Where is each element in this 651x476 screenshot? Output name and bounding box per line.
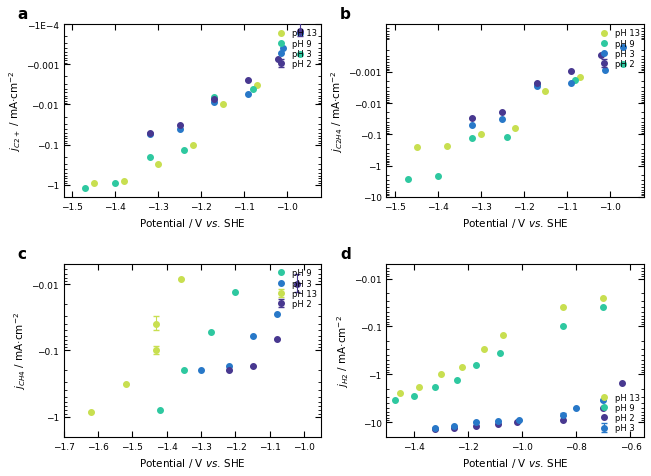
pH 13 bbox=[396, 391, 404, 397]
pH 13 bbox=[480, 347, 488, 352]
Legend: pH 13, pH 9, pH 3, pH 2: pH 13, pH 9, pH 3, pH 2 bbox=[594, 28, 641, 71]
Legend: pH 13, pH 9, pH 2, pH 3: pH 13, pH 9, pH 2, pH 3 bbox=[594, 391, 641, 434]
X-axis label: Potential / V $\it{vs}$. SHE: Potential / V $\it{vs}$. SHE bbox=[139, 217, 246, 230]
pH 9 bbox=[249, 87, 256, 92]
pH 2 bbox=[450, 425, 458, 431]
pH 13 bbox=[253, 83, 261, 89]
Legend: pH 13, pH 9, pH 3, pH 2: pH 13, pH 9, pH 3, pH 2 bbox=[271, 28, 319, 71]
pH 9 bbox=[208, 329, 215, 335]
pH 2 bbox=[493, 421, 501, 427]
pH 13 bbox=[575, 75, 583, 81]
pH 13 bbox=[458, 364, 466, 370]
pH 3 bbox=[146, 132, 154, 138]
Text: d: d bbox=[340, 246, 351, 261]
Y-axis label: $j_{C2H4}$ / mA·cm$^{-2}$: $j_{C2H4}$ / mA·cm$^{-2}$ bbox=[329, 70, 346, 152]
pH 9 bbox=[296, 52, 304, 58]
pH 9 bbox=[618, 62, 626, 68]
pH 13 bbox=[437, 372, 445, 377]
pH 2 bbox=[559, 417, 566, 423]
pH 2 bbox=[472, 423, 480, 429]
pH 3 bbox=[469, 123, 477, 129]
pH 9 bbox=[232, 289, 240, 295]
pH 9 bbox=[434, 174, 442, 180]
pH 3 bbox=[499, 117, 506, 123]
pH 9 bbox=[180, 368, 188, 374]
pH 9 bbox=[472, 363, 480, 368]
Legend: pH 9, pH 3, pH 13, pH 2: pH 9, pH 3, pH 13, pH 2 bbox=[271, 267, 319, 310]
X-axis label: Potential / V $\it{vs}$. SHE: Potential / V $\it{vs}$. SHE bbox=[462, 456, 568, 469]
pH 13 bbox=[600, 295, 607, 301]
pH 2 bbox=[432, 426, 439, 432]
Text: a: a bbox=[18, 7, 28, 22]
Line: pH 9: pH 9 bbox=[157, 289, 238, 412]
pH 9 bbox=[404, 177, 412, 183]
pH 9 bbox=[156, 407, 164, 413]
pH 13 bbox=[499, 332, 507, 338]
pH 3 bbox=[273, 311, 281, 317]
pH 13 bbox=[477, 132, 485, 138]
Line: pH 13: pH 13 bbox=[91, 83, 260, 186]
pH 3 bbox=[279, 46, 286, 51]
X-axis label: Potential / V $\it{vs}$. SHE: Potential / V $\it{vs}$. SHE bbox=[462, 217, 568, 230]
Line: pH 13: pH 13 bbox=[397, 295, 606, 397]
pH 13 bbox=[154, 161, 162, 167]
Line: pH 3: pH 3 bbox=[147, 31, 303, 138]
pH 9 bbox=[503, 135, 510, 140]
Text: c: c bbox=[18, 246, 27, 261]
pH 3 bbox=[244, 92, 252, 98]
pH 13 bbox=[443, 144, 450, 150]
pH 3 bbox=[249, 333, 256, 339]
pH 3 bbox=[225, 363, 232, 369]
pH 13 bbox=[120, 179, 128, 185]
Y-axis label: $j_{CH4}$ / mA·cm$^{-2}$: $j_{CH4}$ / mA·cm$^{-2}$ bbox=[12, 312, 29, 389]
Y-axis label: $j_{H2}$ / mA·cm$^{-2}$: $j_{H2}$ / mA·cm$^{-2}$ bbox=[335, 314, 352, 387]
pH 3 bbox=[210, 99, 218, 105]
pH 13 bbox=[413, 145, 421, 151]
Text: b: b bbox=[340, 7, 351, 22]
Line: pH 9: pH 9 bbox=[405, 62, 626, 183]
pH 3 bbox=[296, 31, 304, 37]
pH 9 bbox=[497, 350, 505, 356]
pH 9 bbox=[572, 78, 579, 83]
pH 9 bbox=[146, 155, 154, 160]
pH 2 bbox=[600, 405, 607, 411]
pH 2 bbox=[513, 419, 521, 425]
Line: pH 3: pH 3 bbox=[199, 311, 279, 373]
pH 3 bbox=[197, 368, 205, 374]
pH 3 bbox=[176, 127, 184, 132]
pH 9 bbox=[81, 186, 89, 191]
pH 13 bbox=[559, 305, 566, 311]
Line: pH 9: pH 9 bbox=[392, 305, 606, 403]
Line: pH 3: pH 3 bbox=[469, 46, 626, 129]
pH 3 bbox=[602, 69, 609, 74]
pH 9 bbox=[533, 82, 540, 88]
pH 3 bbox=[533, 84, 540, 89]
pH 13 bbox=[512, 126, 519, 132]
pH 13 bbox=[542, 89, 549, 94]
pH 9 bbox=[111, 180, 119, 186]
pH 2 bbox=[618, 380, 626, 386]
pH 9 bbox=[600, 305, 607, 311]
pH 13 bbox=[415, 384, 423, 390]
pH 3 bbox=[618, 45, 626, 51]
pH 13 bbox=[189, 142, 197, 148]
pH 9 bbox=[391, 398, 398, 404]
Y-axis label: $j_{C2+}$ / mA·cm$^{-2}$: $j_{C2+}$ / mA·cm$^{-2}$ bbox=[7, 70, 23, 152]
pH 9 bbox=[559, 324, 566, 330]
pH 9 bbox=[469, 136, 477, 141]
pH 9 bbox=[409, 393, 417, 399]
pH 13 bbox=[219, 102, 227, 108]
pH 3 bbox=[567, 80, 575, 86]
pH 9 bbox=[432, 384, 439, 390]
Line: pH 13: pH 13 bbox=[414, 75, 583, 151]
pH 13 bbox=[90, 180, 98, 186]
Line: pH 2: pH 2 bbox=[432, 380, 625, 432]
X-axis label: Potential / V $\it{vs}$. SHE: Potential / V $\it{vs}$. SHE bbox=[139, 456, 246, 469]
pH 9 bbox=[453, 377, 461, 383]
pH 9 bbox=[180, 148, 188, 154]
pH 9 bbox=[210, 95, 218, 100]
Line: pH 9: pH 9 bbox=[83, 52, 303, 191]
